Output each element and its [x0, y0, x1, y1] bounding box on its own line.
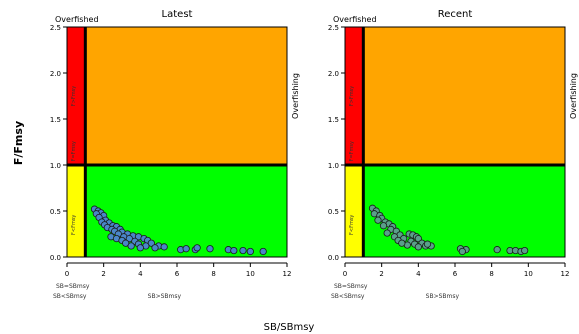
data-point — [423, 240, 432, 248]
sb-lt-sbmsy-label: SB<SBmsy — [53, 293, 87, 300]
data-point — [151, 244, 159, 252]
zone-healthy — [363, 165, 565, 257]
x-axis-label: SB/SBmsy — [264, 322, 315, 333]
x-tick-label: 4 — [138, 270, 143, 278]
f-eq-fmsy-label: F=Fmsy — [349, 141, 355, 161]
x-tick-label: 2 — [379, 270, 383, 278]
y-tick-label: 0.5 — [328, 208, 339, 216]
y-tick-label: 0.0 — [328, 254, 339, 262]
kobe-panel-2: 0.0 0.5 1.0 1.5 2.0 2.5 0 2 4 6 8 10 12 Recent Overfis… — [328, 9, 578, 300]
plot-frame — [66, 26, 288, 258]
f-lt-fmsy-label: F<Fmsy — [71, 215, 77, 235]
zone-overfished — [345, 165, 364, 257]
data-point — [493, 246, 501, 254]
data-point — [182, 245, 190, 253]
kobe-panel-1: 0.0 0.5 1.0 1.5 2.0 2.5 0 2 4 6 8 10 12 Latest Overfis… — [50, 9, 300, 300]
y-tick-label: 2.0 — [50, 70, 61, 78]
x-tick-label: 10 — [524, 270, 533, 278]
sb-eq-sbmsy-label: SB=SBmsy — [56, 283, 90, 290]
data-point — [521, 246, 529, 255]
data-point — [206, 245, 214, 253]
data-point — [458, 247, 466, 256]
x-tick-label: 12 — [283, 270, 292, 278]
y-tick-label: 0.0 — [50, 254, 61, 262]
f-lt-fmsy-label: F<Fmsy — [349, 215, 355, 235]
data-point — [136, 244, 144, 252]
x-tick-label: 8 — [489, 270, 493, 278]
zone-overfishing — [363, 27, 565, 165]
panel-title: Recent — [438, 9, 473, 20]
x-tick-label: 0 — [343, 270, 347, 278]
data-point — [193, 244, 201, 252]
x-tick-label: 4 — [416, 270, 421, 278]
x-tick-label: 6 — [453, 270, 458, 278]
sb-lt-sbmsy-label: SB<SBmsy — [331, 293, 365, 300]
data-point — [374, 216, 382, 224]
zone-overfishing — [85, 27, 287, 165]
data-point — [160, 243, 168, 251]
zone-overfished-overfishing — [345, 27, 364, 165]
sb-eq-sbmsy-label: SB=SBmsy — [334, 283, 368, 290]
sb-gt-sbmsy-label: SB>SBmsy — [148, 293, 182, 300]
y-tick-label: 0.5 — [50, 208, 61, 216]
data-point — [127, 242, 135, 250]
data-point — [259, 247, 267, 256]
y-tick-label: 1.5 — [328, 116, 339, 124]
x-tick-label: 10 — [246, 270, 255, 278]
x-tick-label: 8 — [211, 270, 215, 278]
x-tick-label: 0 — [65, 270, 69, 278]
overfished-label: Overfished — [333, 15, 377, 24]
x-tick-label: 12 — [561, 270, 570, 278]
overfishing-label: Overfishing — [569, 73, 578, 119]
y-tick-label: 1.0 — [328, 162, 339, 170]
data-point — [414, 243, 422, 251]
zone-overfished-overfishing — [67, 27, 86, 165]
overfished-label: Overfished — [55, 15, 99, 24]
y-axis-label: F/Fmsy — [12, 121, 25, 165]
data-point — [383, 229, 391, 237]
data-point — [246, 247, 254, 256]
data-point — [230, 246, 238, 255]
plot-frame — [344, 26, 566, 258]
zone-healthy — [85, 165, 287, 257]
data-point — [239, 246, 247, 255]
zone-overfished — [67, 165, 86, 257]
y-tick-label: 2.0 — [328, 70, 339, 78]
x-tick-label: 6 — [175, 270, 180, 278]
x-tick-label: 2 — [101, 270, 105, 278]
data-point — [379, 222, 388, 230]
data-point — [414, 235, 422, 243]
panel-title: Latest — [162, 9, 193, 20]
sb-gt-sbmsy-label: SB>SBmsy — [426, 293, 460, 300]
f-eq-fmsy-label: F=Fmsy — [71, 141, 77, 161]
f-gt-fmsy-label: F>Fmsy — [349, 86, 355, 106]
y-tick-label: 2.5 — [50, 24, 61, 32]
y-tick-label: 1.5 — [50, 116, 61, 124]
overfishing-label: Overfishing — [291, 73, 300, 119]
data-point — [398, 239, 406, 247]
y-tick-label: 1.0 — [50, 162, 61, 170]
y-tick-label: 2.5 — [328, 24, 339, 32]
f-gt-fmsy-label: F>Fmsy — [71, 86, 77, 106]
